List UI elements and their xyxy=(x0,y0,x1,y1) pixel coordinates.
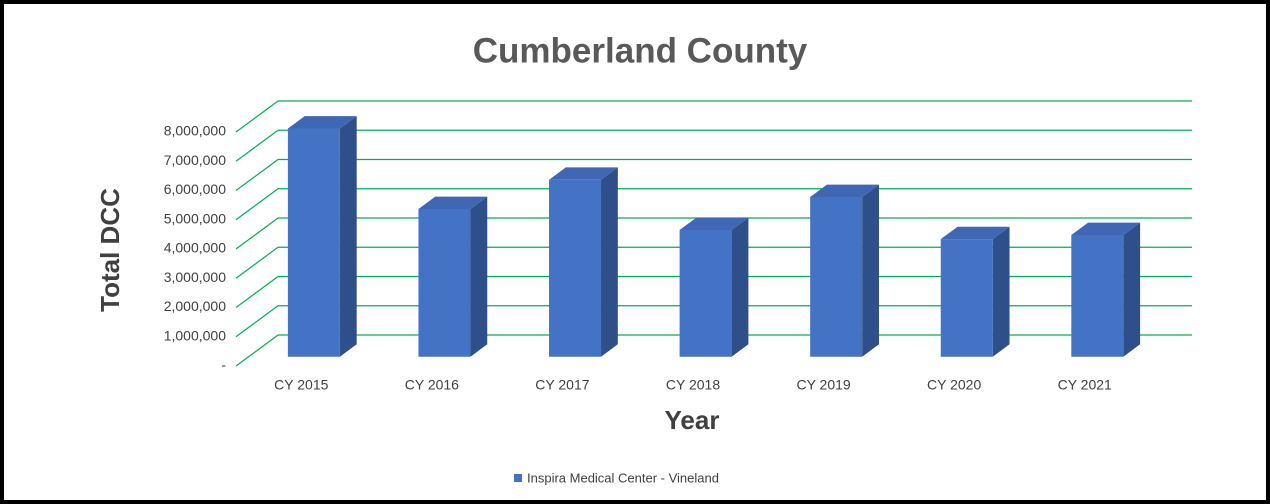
y-tick-label: 3,000,000 xyxy=(164,269,226,285)
bar-top xyxy=(549,167,618,180)
legend-label: Inspira Medical Center - Vineland xyxy=(527,470,719,485)
bar-top xyxy=(940,226,1010,240)
bar-front xyxy=(287,128,340,357)
bar-front xyxy=(418,208,471,357)
grid-line xyxy=(235,334,1192,367)
y-axis-label: Total DCC xyxy=(95,188,125,312)
bar-front xyxy=(810,196,863,357)
x-tick-label: CY 2015 xyxy=(274,377,328,393)
bar-top xyxy=(810,184,879,197)
bar-side xyxy=(339,116,357,357)
bar-side xyxy=(731,217,749,357)
bar-side xyxy=(470,196,488,357)
bar xyxy=(549,167,618,357)
legend-swatch xyxy=(514,474,522,482)
bar-front xyxy=(549,179,602,357)
chart-title: Cumberland County xyxy=(473,31,808,70)
grid-line xyxy=(235,188,1192,221)
bar-top xyxy=(287,116,357,129)
y-tick-label: 7,000,000 xyxy=(164,152,226,168)
bar xyxy=(287,116,357,357)
x-tick-label: CY 2020 xyxy=(927,377,981,393)
bar xyxy=(1071,222,1141,357)
x-tick-label: CY 2019 xyxy=(796,377,850,393)
bar-front xyxy=(1071,235,1124,357)
grid-line xyxy=(235,100,1192,133)
x-tick-label: CY 2017 xyxy=(535,377,589,393)
grid-line xyxy=(235,305,1192,338)
y-tick-label: 2,000,000 xyxy=(164,298,226,314)
grid-line xyxy=(235,158,1192,191)
y-tick-label: 4,000,000 xyxy=(164,240,226,256)
bar-top xyxy=(418,196,488,209)
bar-front xyxy=(940,239,993,357)
bar-top xyxy=(1071,222,1141,236)
x-axis-label: Year xyxy=(665,405,720,435)
bar-side xyxy=(862,184,879,357)
grid-line xyxy=(235,246,1192,279)
bar-side xyxy=(601,167,618,357)
bar xyxy=(810,184,879,357)
grid-line xyxy=(235,129,1192,162)
bar xyxy=(940,226,1010,357)
bar xyxy=(418,196,488,357)
y-tick-label: 8,000,000 xyxy=(164,123,226,139)
bar xyxy=(679,217,749,357)
bar-side xyxy=(992,226,1010,357)
y-tick-label: - xyxy=(221,357,226,373)
bar-top xyxy=(679,217,749,231)
x-tick-label: CY 2018 xyxy=(666,377,720,393)
grid-line xyxy=(235,275,1192,308)
y-tick-label: 1,000,000 xyxy=(164,327,226,343)
bar-side xyxy=(1123,222,1141,357)
x-tick-label: CY 2021 xyxy=(1058,377,1112,393)
bar-front xyxy=(679,230,732,357)
x-tick-label: CY 2016 xyxy=(405,377,459,393)
y-tick-label: 5,000,000 xyxy=(164,210,226,226)
y-tick-label: 6,000,000 xyxy=(164,181,226,197)
grid-line xyxy=(235,217,1192,250)
